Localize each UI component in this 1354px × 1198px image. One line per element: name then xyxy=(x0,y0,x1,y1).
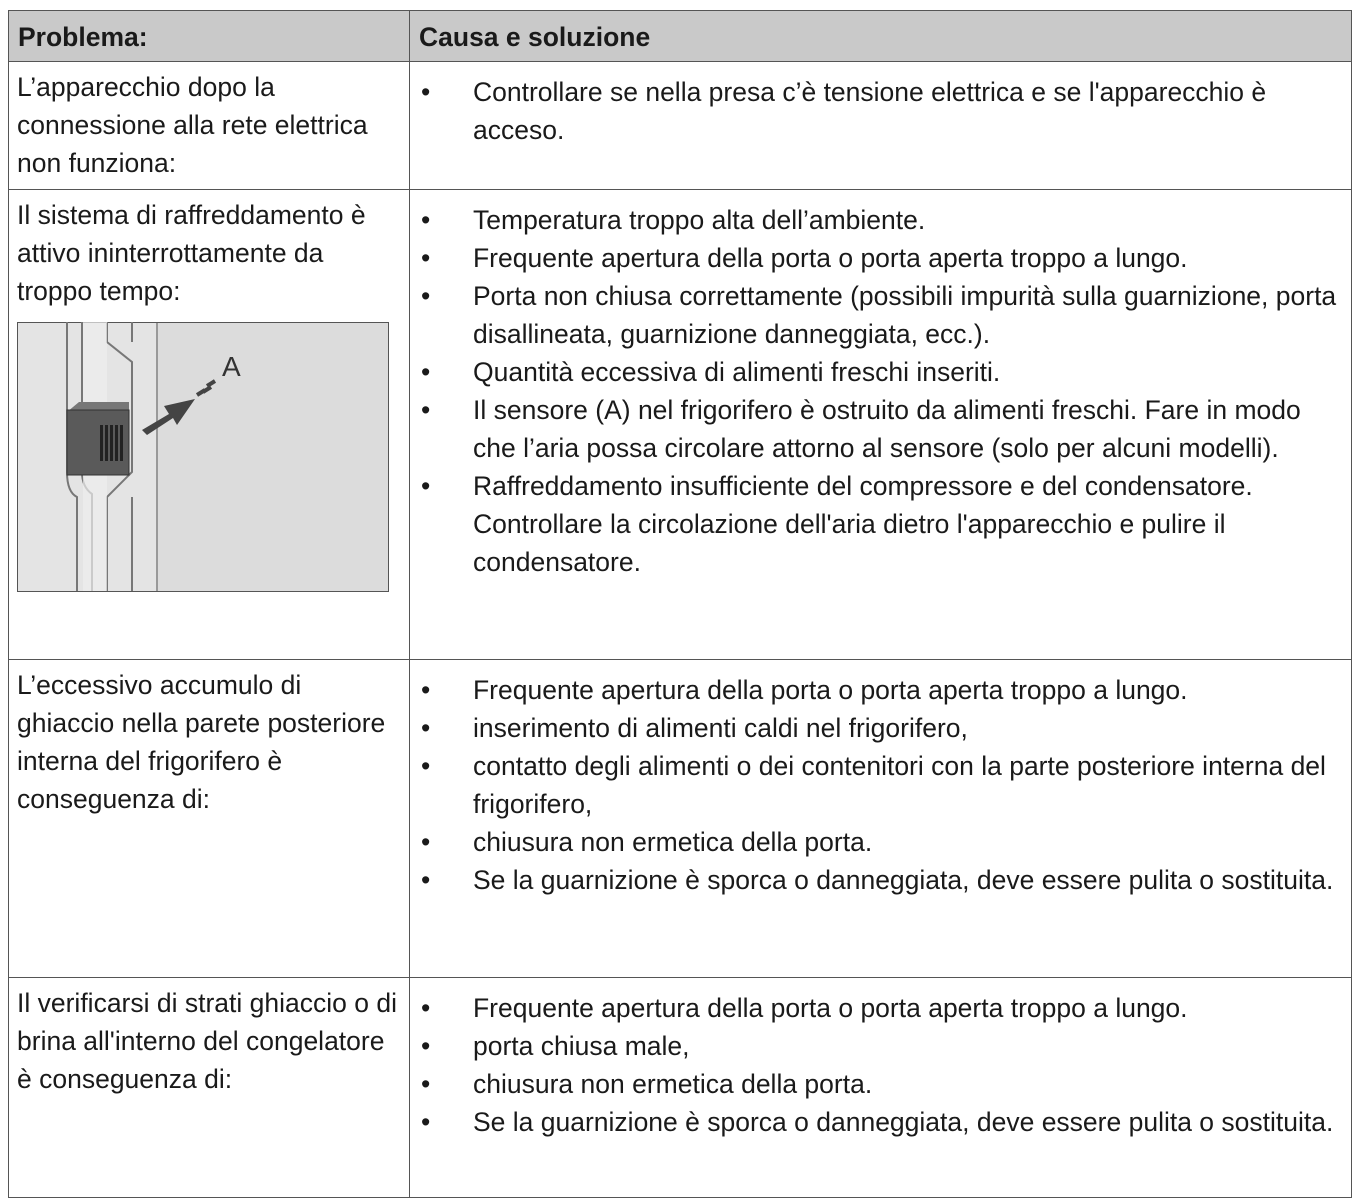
solution-item: Temperatura troppo alta dell’ambiente. xyxy=(410,201,1337,239)
solution-cell: Frequente apertura della porta o porta a… xyxy=(409,659,1352,978)
solution-item: inserimento di alimenti caldi nel frigor… xyxy=(410,709,1337,747)
sensor-vent xyxy=(115,425,118,461)
problem-cell: Il verificarsi di strati ghiaccio o di b… xyxy=(8,977,410,1198)
table-row: Il verificarsi di strati ghiaccio o di b… xyxy=(8,977,1352,1198)
solution-item: Controllare se nella presa c’è tensione … xyxy=(410,73,1337,149)
troubleshooting-table: Problema: Causa e soluzione L’apparecchi… xyxy=(8,10,1352,1198)
problem-text: L’apparecchio dopo la connessione alla r… xyxy=(17,72,368,178)
solution-item: Frequente apertura della porta o porta a… xyxy=(410,239,1337,277)
problem-cell: L’eccessivo accumulo di ghiaccio nella p… xyxy=(8,659,410,978)
header-row: Problema: Causa e soluzione xyxy=(8,10,1352,62)
solution-cell: Controllare se nella presa c’è tensione … xyxy=(409,61,1352,190)
header-cell: Causa e soluzione xyxy=(409,10,1352,62)
solution-item: Il sensore (A) nel frigorifero è ostruit… xyxy=(410,391,1337,467)
problem-text: Il sistema di raffreddamento è attivo in… xyxy=(17,200,366,306)
sensor-illustration: A xyxy=(17,322,389,592)
solution-item: Quantità eccessiva di alimenti freschi i… xyxy=(410,353,1337,391)
solution-item: Porta non chiusa correttamente (possibil… xyxy=(410,277,1337,353)
problem-text: L’eccessivo accumulo di ghiaccio nella p… xyxy=(17,670,386,814)
table-body: L’apparecchio dopo la connessione alla r… xyxy=(8,61,1352,1198)
solution-item: Frequente apertura della porta o porta a… xyxy=(410,989,1337,1027)
arrow xyxy=(142,399,195,435)
header-cell: Problema: xyxy=(8,10,410,62)
solution-item: Se la guarnizione è sporca o danneggiata… xyxy=(410,1103,1337,1141)
table-row: L’eccessivo accumulo di ghiaccio nella p… xyxy=(8,659,1352,978)
solution-item: porta chiusa male, xyxy=(410,1027,1337,1065)
solution-item: Frequente apertura della porta o porta a… xyxy=(410,671,1337,709)
sensor-vent xyxy=(110,425,113,461)
sensor xyxy=(66,409,130,476)
problem-cell: L’apparecchio dopo la connessione alla r… xyxy=(8,61,410,190)
solution-item: Raffreddamento insufficiente del compres… xyxy=(410,467,1337,581)
sensor-vent xyxy=(120,425,123,461)
solution-cell: Temperatura troppo alta dell’ambiente.Fr… xyxy=(409,189,1352,660)
arrow-dashes xyxy=(195,379,217,397)
sensor-vent xyxy=(105,425,108,461)
solution-item: chiusura non ermetica della porta. xyxy=(410,1065,1337,1103)
solution-item: Se la guarnizione è sporca o danneggiata… xyxy=(410,861,1337,899)
wall xyxy=(157,323,388,591)
troubleshooting-document: Problema: Causa e soluzione L’apparecchi… xyxy=(8,10,1352,1198)
problem-cell: Il sistema di raffreddamento è attivo in… xyxy=(8,189,410,660)
table-row: L’apparecchio dopo la connessione alla r… xyxy=(8,61,1352,190)
solution-cell: Frequente apertura della porta o porta a… xyxy=(409,977,1352,1198)
table-row: Il sistema di raffreddamento è attivo in… xyxy=(8,189,1352,660)
solution-item: chiusura non ermetica della porta. xyxy=(410,823,1337,861)
problem-text: Il verificarsi di strati ghiaccio o di b… xyxy=(17,988,397,1094)
figure-label: A xyxy=(222,351,241,382)
solution-item: contatto degli alimenti o dei contenitor… xyxy=(410,747,1337,823)
sensor-vent xyxy=(100,425,103,461)
